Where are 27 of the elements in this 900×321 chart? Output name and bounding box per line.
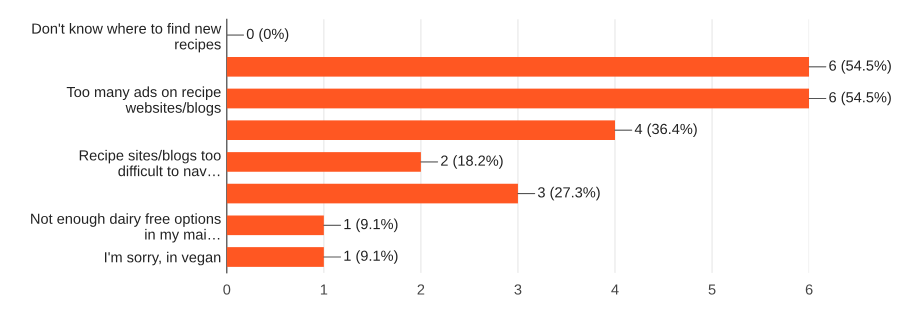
data-label: 1 (9.1%) — [344, 250, 398, 264]
data-label: 6 (54.5%) — [829, 92, 891, 106]
data-label: 3 (27.3%) — [538, 186, 600, 200]
x-tick-label: 0 — [223, 284, 230, 295]
bar — [226, 215, 324, 236]
data-label: 0 (0%) — [246, 28, 288, 42]
x-tick-label: 2 — [418, 284, 424, 295]
bar — [226, 247, 324, 267]
data-label: 6 (54.5%) — [829, 60, 891, 74]
bar — [226, 152, 421, 172]
y-tick-label: Don't know where to find new recipes — [32, 23, 222, 52]
x-tick-label: 4 — [611, 284, 619, 295]
x-tick-label: 5 — [708, 284, 716, 295]
x-tick-label: 1 — [320, 284, 328, 295]
data-label: 4 (36.4%) — [634, 123, 697, 137]
bar — [226, 88, 810, 108]
bar — [226, 184, 518, 204]
data-label: 2 (18.2%) — [441, 155, 503, 169]
bar — [226, 56, 810, 77]
data-label: 1 (9.1%) — [344, 218, 398, 232]
y-tick-label: Recipe sites/blogs too difficult to nav… — [80, 150, 221, 176]
y-tick-label: Too many ads on recipe websites/blogs — [66, 86, 221, 116]
bar — [226, 120, 615, 140]
x-tick-label: 6 — [806, 284, 813, 295]
x-tick-label: 3 — [514, 284, 522, 295]
y-tick-label: Not enough dairy free options in my mai… — [31, 213, 221, 243]
y-tick-label: I'm sorry, in vegan — [104, 252, 220, 266]
